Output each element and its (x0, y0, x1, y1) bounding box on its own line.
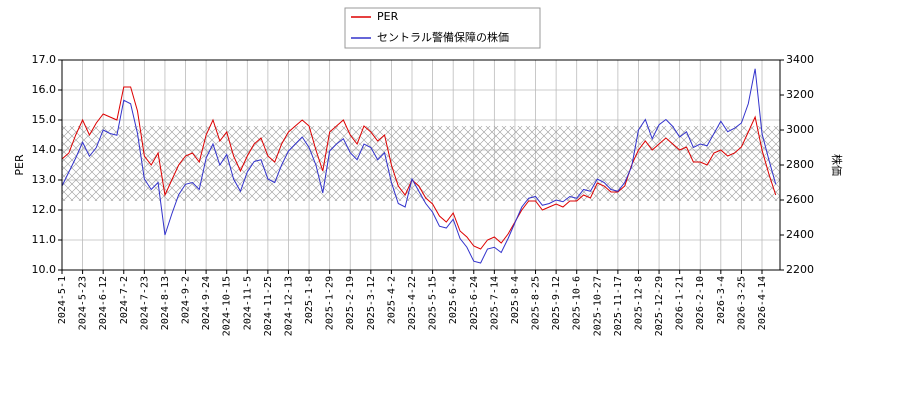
x-tick-label: 2025-11-17 (613, 276, 624, 336)
legend: PER セントラル警備保障の株価 (344, 7, 541, 49)
x-tick-label: 2024-12-13 (283, 276, 294, 336)
x-tick-label: 2024-7-23 (139, 276, 150, 330)
y-tick-label: 12.0 (32, 203, 57, 216)
x-tick-label: 2024-8-13 (160, 276, 171, 330)
legend-label: セントラル警備保障の株価 (377, 30, 509, 44)
x-tick-label: 2026-1-21 (675, 276, 686, 330)
x-tick-label: 2025-1-29 (325, 276, 336, 330)
y2-tick-label: 2600 (786, 193, 814, 206)
y-tick-label: 16.0 (32, 83, 57, 96)
x-tick-label: 2026-2-10 (695, 276, 706, 330)
series-line (61, 68, 777, 264)
x-tick-label: 2025-2-19 (345, 276, 356, 330)
y2-axis-label: 株価 (830, 154, 844, 176)
y2-tick-label: 3200 (786, 88, 814, 101)
x-tick-label: 2025-10-6 (572, 276, 583, 330)
x-tick-label: 2026-4-14 (757, 276, 768, 330)
x-tick-label: 2024-5-1 (57, 276, 68, 324)
legend-label: PER (377, 10, 399, 23)
x-tick-label: 2024-9-2 (181, 276, 192, 324)
x-tick-label: 2025-3-12 (366, 276, 377, 330)
y-tick-label: 15.0 (32, 113, 57, 126)
x-tick-label: 2024-6-12 (98, 276, 109, 330)
x-tick-label: 2025-10-27 (592, 276, 603, 336)
y-tick-label: 14.0 (32, 143, 57, 156)
band (62, 126, 780, 201)
x-tick-label: 2025-12-29 (654, 276, 665, 336)
y-tick-label: 17.0 (32, 53, 57, 66)
x-tick-label: 2024-9-24 (201, 276, 212, 330)
x-tick-label: 2025-6-24 (469, 276, 480, 330)
x-tick-label: 2025-4-2 (386, 276, 397, 324)
legend-box (344, 7, 541, 49)
x-tick-label: 2025-12-8 (633, 276, 644, 330)
x-tick-label: 2025-6-4 (448, 276, 459, 324)
x-tick-label: 2026-3-4 (716, 276, 727, 324)
x-tick-label: 2024-11-5 (242, 276, 253, 330)
y2-tick-label: 2400 (786, 228, 814, 241)
y-tick-label: 11.0 (32, 233, 57, 246)
x-tick-label: 2025-4-22 (407, 276, 418, 330)
x-tick-label: 2026-3-25 (736, 276, 747, 330)
x-tick-label: 2025-1-8 (304, 276, 315, 324)
x-tick-label: 2025-8-25 (531, 276, 542, 330)
y2-tick-label: 2800 (786, 158, 814, 171)
y2-tick-label: 3400 (786, 53, 814, 66)
x-tick-label: 2024-5-23 (78, 276, 89, 330)
y-tick-label: 10.0 (32, 263, 57, 276)
plot (61, 68, 780, 264)
x-tick-label: 2025-8-4 (510, 276, 521, 324)
x-tick-label: 2024-7-2 (119, 276, 130, 324)
x-tick-label: 2025-7-14 (489, 276, 500, 330)
series-line (61, 86, 777, 250)
y-tick-label: 13.0 (32, 173, 57, 186)
y2-tick-label: 2200 (786, 263, 814, 276)
x-tick-label: 2024-11-25 (263, 276, 274, 336)
y2-tick-label: 3000 (786, 123, 814, 136)
x-tick-label: 2025-5-15 (428, 276, 439, 330)
y-axis-label: PER (13, 154, 26, 176)
x-tick-label: 2024-10-15 (222, 276, 233, 336)
x-tick-label: 2025-9-12 (551, 276, 562, 330)
